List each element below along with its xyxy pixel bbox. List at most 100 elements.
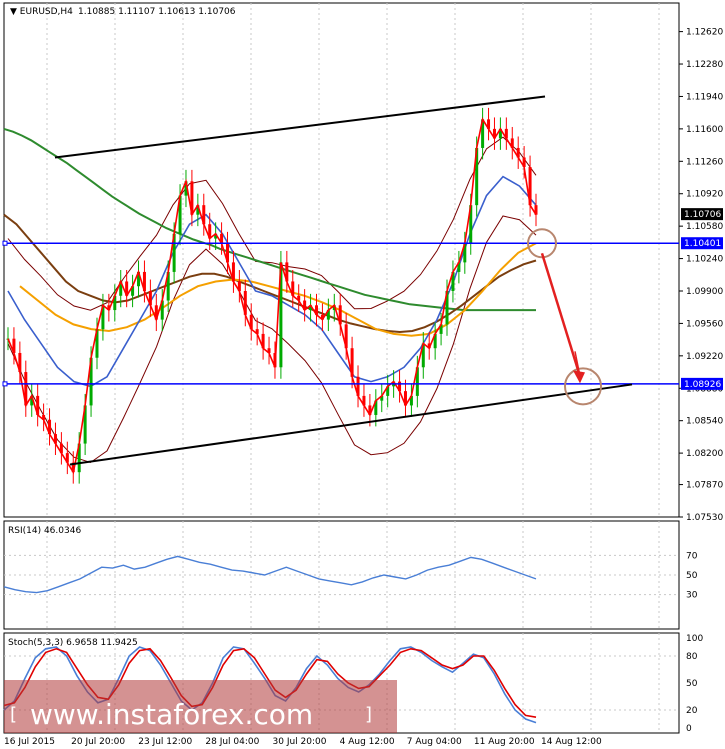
level-price-label: 1.08926 bbox=[684, 380, 721, 390]
rsi-tick-label: 70 bbox=[686, 551, 698, 561]
price-candle-body bbox=[475, 147, 479, 206]
price-candle-body bbox=[469, 205, 473, 244]
price-candle-body bbox=[125, 281, 129, 296]
time-tick-label: 4 Aug 12:00 bbox=[340, 737, 395, 747]
price-tick-label: 1.11260 bbox=[686, 157, 723, 167]
forecast-arrow-head bbox=[573, 370, 585, 384]
price-candle-body bbox=[166, 271, 170, 301]
watermark-bracket-right: ] bbox=[365, 704, 372, 725]
price-candle-body bbox=[71, 462, 75, 473]
rsi-tick-label: 30 bbox=[686, 591, 698, 601]
level-price-box bbox=[681, 208, 723, 221]
price-candle-body bbox=[487, 119, 491, 129]
price-candle-body bbox=[65, 453, 69, 463]
price-candle-body bbox=[528, 167, 532, 206]
price-candle-body bbox=[89, 357, 93, 406]
price-candle-body bbox=[255, 329, 259, 334]
price-candle-body bbox=[356, 376, 360, 396]
trend-channel bbox=[54, 95, 633, 466]
forecast-annotation bbox=[527, 228, 602, 406]
stoch-label: Stoch(5,3,3) 6.9658 11.9425 bbox=[8, 638, 138, 648]
price-candle-body bbox=[350, 348, 354, 377]
time-tick-label: 20 Jul 20:00 bbox=[71, 737, 125, 747]
rsi-axis: 70 50 30 bbox=[4, 551, 698, 601]
price-candle-body bbox=[172, 233, 176, 272]
price-candle-body bbox=[237, 281, 241, 291]
rsi-tick-label: 50 bbox=[686, 571, 698, 581]
watermark-text: www.instaforex.com bbox=[30, 698, 313, 731]
price-candle-body bbox=[154, 305, 158, 320]
main-price-panel bbox=[3, 2, 680, 518]
price-tick-label: 1.07870 bbox=[686, 481, 723, 491]
price-candle-body bbox=[297, 295, 301, 301]
forecast-arrow-line bbox=[540, 252, 582, 377]
chart-header-symbol: ▼ EURUSD,H4 bbox=[10, 7, 73, 17]
price-candle-body bbox=[53, 434, 57, 444]
price-tick-label: 1.12620 bbox=[686, 28, 723, 38]
target-circle-bottom bbox=[564, 367, 602, 406]
level-price-label: 1.10401 bbox=[684, 239, 721, 249]
price-candle-body bbox=[380, 395, 384, 401]
price-candle-body bbox=[267, 348, 271, 353]
chart-header-ohlc: 1.10885 1.11107 1.10613 1.10706 bbox=[78, 7, 236, 17]
channel-upper-line bbox=[54, 95, 546, 159]
price-candle-body bbox=[457, 262, 461, 272]
price-levels: 1.10706 1.10401 1.08926 bbox=[2, 208, 723, 390]
time-tick-label: 11 Aug 20:00 bbox=[474, 737, 535, 747]
price-candle-body bbox=[291, 281, 295, 296]
level-anchor-handle bbox=[2, 240, 8, 246]
price-candle-body bbox=[303, 300, 307, 311]
price-candle-body bbox=[427, 343, 431, 349]
price-candle-body bbox=[415, 367, 419, 396]
price-candle-body bbox=[243, 290, 247, 315]
price-candle-body bbox=[261, 333, 265, 349]
price-candle-body bbox=[24, 372, 28, 406]
rsi-panel bbox=[3, 520, 680, 630]
price-candle-body bbox=[439, 324, 443, 334]
price-candle-body bbox=[421, 343, 425, 368]
price-candle-body bbox=[338, 305, 342, 325]
price-candle-body bbox=[178, 195, 182, 234]
price-tick-label: 1.09900 bbox=[686, 287, 723, 297]
level-price-box bbox=[681, 377, 723, 390]
price-candle-body bbox=[137, 271, 141, 287]
price-candle-body bbox=[208, 224, 212, 239]
time-tick-label: 7 Aug 04:00 bbox=[407, 737, 462, 747]
time-tick-label: 28 Jul 04:00 bbox=[205, 737, 259, 747]
level-price-label: 1.10706 bbox=[684, 210, 721, 220]
watermark-background bbox=[4, 680, 397, 733]
price-candle-body bbox=[113, 295, 117, 311]
price-tick-label: 1.10580 bbox=[686, 222, 723, 232]
price-candle-body bbox=[326, 310, 330, 320]
price-candle-body bbox=[202, 205, 206, 225]
price-candle-body bbox=[320, 314, 324, 320]
price-candle-body bbox=[409, 395, 413, 406]
price-tick-label: 1.11600 bbox=[686, 125, 723, 135]
price-candle-body bbox=[368, 405, 372, 415]
price-series bbox=[6, 107, 538, 484]
price-candle-body bbox=[344, 324, 348, 349]
price-candle-body bbox=[148, 290, 152, 306]
price-candle-body bbox=[403, 391, 407, 406]
price-candle-body bbox=[463, 243, 467, 263]
price-candle-body bbox=[131, 286, 135, 296]
time-axis: 16 Jul 2015 20 Jul 20:00 23 Jul 12:00 28 Ju… bbox=[4, 737, 602, 747]
price-candle-body bbox=[374, 400, 378, 415]
rsi-label: RSI(14) 46.0346 bbox=[8, 526, 81, 536]
price-candle-body bbox=[309, 305, 313, 311]
price-candle-body bbox=[226, 243, 230, 263]
stoch-tick-label: 0 bbox=[686, 724, 692, 734]
price-tick-label: 1.10240 bbox=[686, 255, 723, 265]
price-candle-body bbox=[77, 443, 81, 473]
price-candle-body bbox=[492, 128, 496, 139]
time-tick-label: 16 Jul 2015 bbox=[4, 737, 55, 747]
price-candle-body bbox=[30, 395, 34, 406]
forecast-candle-stub bbox=[574, 351, 581, 377]
level-price-box bbox=[681, 237, 723, 250]
price-axis: 1.12620 1.12280 1.11940 1.11600 1.11260 1.109… bbox=[679, 28, 723, 523]
price-candle-body bbox=[362, 395, 366, 406]
price-candle-body bbox=[184, 181, 188, 196]
price-candle-body bbox=[510, 138, 514, 148]
price-candle-body bbox=[160, 300, 164, 320]
